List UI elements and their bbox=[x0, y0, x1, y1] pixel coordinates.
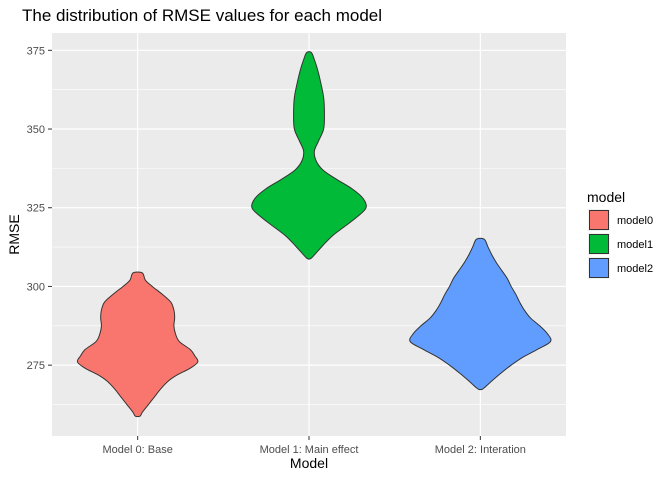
legend-swatch-model0 bbox=[589, 210, 609, 230]
y-tick-label: 375 bbox=[27, 45, 45, 57]
violin-model-0-base bbox=[76, 271, 199, 418]
legend-swatch-model2 bbox=[589, 258, 609, 278]
legend-label-model1: model1 bbox=[617, 239, 653, 251]
legend-title: model bbox=[587, 189, 625, 205]
y-tick-label: 350 bbox=[27, 124, 45, 136]
x-tick-label: Model 1: Main effect bbox=[260, 444, 359, 456]
legend: model model0 model1 model2 bbox=[587, 189, 653, 279]
violin-model-2-interation bbox=[409, 237, 552, 391]
legend-label-model2: model2 bbox=[617, 263, 653, 275]
chart-title: The distribution of RMSE values for each… bbox=[22, 6, 382, 25]
x-tick-label: Model 0: Base bbox=[103, 444, 173, 456]
violin-model-1-main-effect bbox=[251, 51, 367, 260]
x-axis-ticks: Model 0: Base Model 1: Main effect Model 2… bbox=[103, 436, 526, 456]
y-axis-title: RMSE bbox=[6, 214, 22, 254]
y-tick-label: 300 bbox=[27, 281, 45, 293]
legend-label-model0: model0 bbox=[617, 215, 653, 227]
y-axis-ticks: 275 300 325 350 375 bbox=[27, 45, 52, 372]
y-tick-label: 275 bbox=[27, 360, 45, 372]
violins bbox=[76, 51, 552, 418]
legend-swatch-model1 bbox=[589, 234, 609, 254]
y-tick-label: 325 bbox=[27, 203, 45, 215]
x-tick-label: Model 2: Interation bbox=[435, 444, 526, 456]
x-axis-title: Model bbox=[290, 455, 328, 471]
legend-items: model0 model1 model2 bbox=[588, 209, 653, 279]
